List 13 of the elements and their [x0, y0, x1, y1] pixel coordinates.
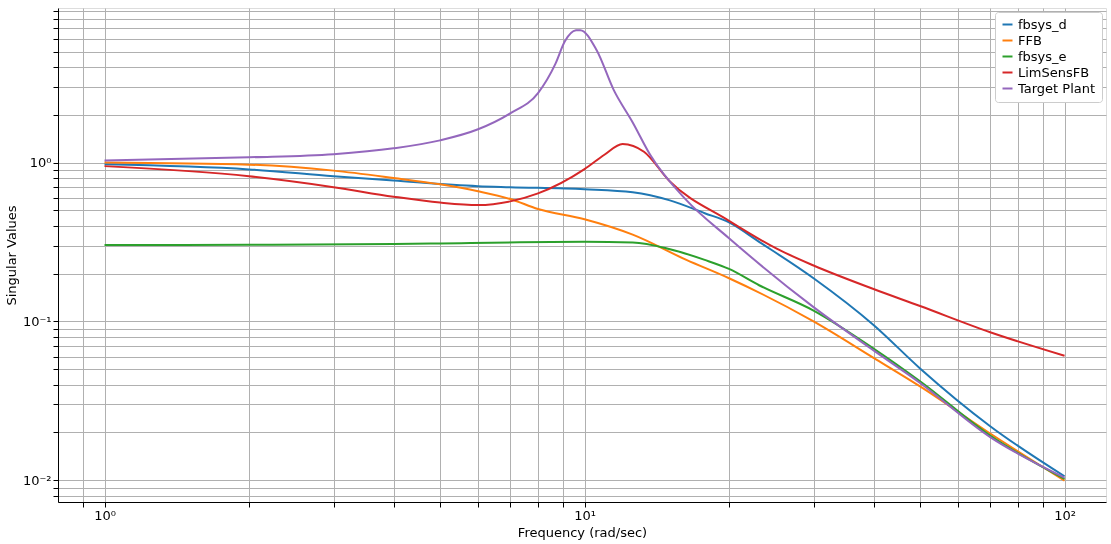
x-tick-label: 10¹ — [574, 507, 596, 523]
y-tick-label: 10⁰ — [29, 155, 52, 171]
x-tick-label: 10⁰ — [94, 507, 116, 523]
y-tick-label: 10⁻² — [22, 472, 52, 488]
y-tick-label: 10⁻¹ — [22, 313, 52, 329]
legend-label: LimSensFB — [1018, 64, 1090, 80]
y-axis-title: Singular Values — [3, 205, 19, 306]
legend-label: FFB — [1018, 32, 1042, 48]
x-axis-title: Frequency (rad/sec) — [517, 524, 648, 540]
legend-label: fbsys_d — [1018, 16, 1067, 32]
x-tick-label: 10² — [1054, 507, 1076, 523]
legend-label: fbsys_e — [1018, 48, 1067, 64]
legend-label: Target Plant — [1017, 80, 1096, 96]
